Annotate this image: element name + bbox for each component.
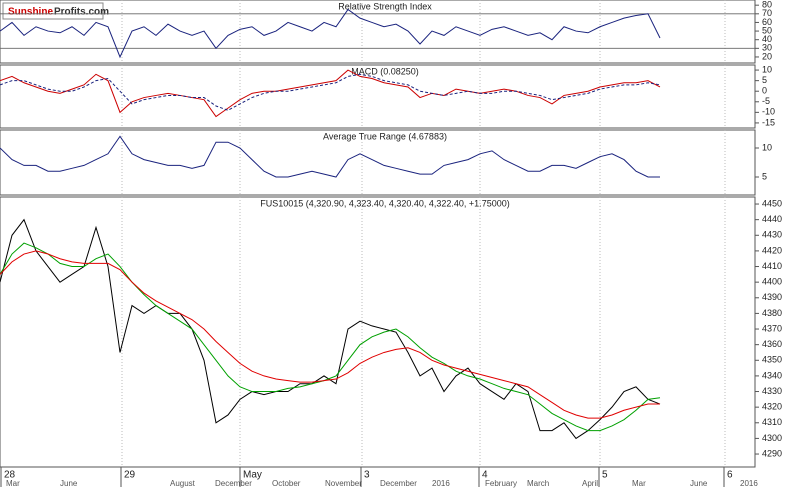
y-tick-label: 4300 (762, 433, 782, 443)
y-tick-label: 40 (762, 34, 772, 44)
x-tick-label: December (380, 479, 417, 488)
series-line (0, 135, 660, 178)
y-tick-label: 70 (762, 8, 772, 18)
x-tick-label: May (243, 470, 262, 481)
x-tick-label: April (582, 479, 598, 488)
series-line (0, 69, 661, 118)
y-tick-label: 4400 (762, 277, 782, 287)
y-tick-label: 4310 (762, 417, 782, 427)
logo-box (2, 2, 104, 20)
x-tick-label: November (325, 479, 362, 488)
x-tick-label: 3 (364, 470, 370, 481)
y-tick-label: 4290 (762, 448, 782, 458)
y-tick-label: 4440 (762, 214, 782, 224)
x-tick-label: 5 (602, 470, 608, 481)
x-tick-label: 28 (4, 470, 16, 481)
x-tick-label: June (690, 479, 708, 488)
x-tick-label: 2016 (432, 479, 450, 488)
y-tick-label: 4330 (762, 386, 782, 396)
panel-title: Relative Strength Index (338, 1, 432, 11)
x-tick-label: Mar (632, 479, 646, 488)
y-tick-label: 60 (762, 17, 772, 27)
y-tick-label: 4420 (762, 245, 782, 255)
y-tick-label: 4430 (762, 230, 782, 240)
series-line (0, 73, 661, 111)
y-tick-label: -10 (762, 107, 775, 117)
y-tick-label: 10 (762, 142, 772, 152)
x-tick-label: 4 (482, 470, 488, 481)
series-line (0, 8, 661, 59)
y-tick-label: 4450 (762, 198, 782, 208)
x-tick-label: 6 (727, 470, 733, 481)
y-tick-label: 4360 (762, 339, 782, 349)
y-tick-label: 5 (762, 75, 767, 85)
panel-frame (0, 196, 756, 468)
x-tick-label: August (170, 479, 196, 488)
y-tick-label: 30 (762, 43, 772, 53)
x-tick-label: June (60, 479, 78, 488)
x-tick-label: October (272, 479, 301, 488)
y-tick-label: 0 (762, 86, 767, 96)
y-tick-label: 50 (762, 25, 772, 35)
y-tick-label: 20 (762, 51, 772, 61)
logo: Sunshine (8, 7, 53, 18)
y-tick-label: -5 (762, 96, 770, 106)
y-tick-label: 4380 (762, 308, 782, 318)
x-tick-label: Mar (6, 479, 20, 488)
y-tick-label: 10 (762, 64, 772, 74)
logo: Profits.com (54, 7, 109, 18)
x-tick-label: February (485, 479, 517, 488)
panel-title: FUS10015 (4,320.90, 4,323.40, 4,320.40, … (260, 198, 509, 208)
series-line (0, 242, 661, 432)
panel-frame (0, 129, 756, 196)
y-tick-label: 4410 (762, 261, 782, 271)
y-tick-label: -15 (762, 117, 775, 127)
panel-title: Average True Range (4.67883) (323, 131, 447, 141)
y-tick-label: 4390 (762, 292, 782, 302)
x-tick-label: 2016 (740, 479, 758, 488)
y-tick-label: 5 (762, 171, 767, 181)
x-tick-label: December (215, 479, 252, 488)
panel-frame (0, 64, 756, 129)
y-tick-label: 4340 (762, 370, 782, 380)
panel-title: MACD (0.08250) (351, 66, 419, 76)
y-tick-label: 4320 (762, 402, 782, 412)
series-line (0, 250, 660, 419)
x-tick-label: March (527, 479, 549, 488)
y-tick-label: 4370 (762, 323, 782, 333)
y-tick-label: 4350 (762, 355, 782, 365)
y-tick-label: 80 (762, 0, 772, 10)
x-tick-label: 29 (124, 470, 136, 481)
